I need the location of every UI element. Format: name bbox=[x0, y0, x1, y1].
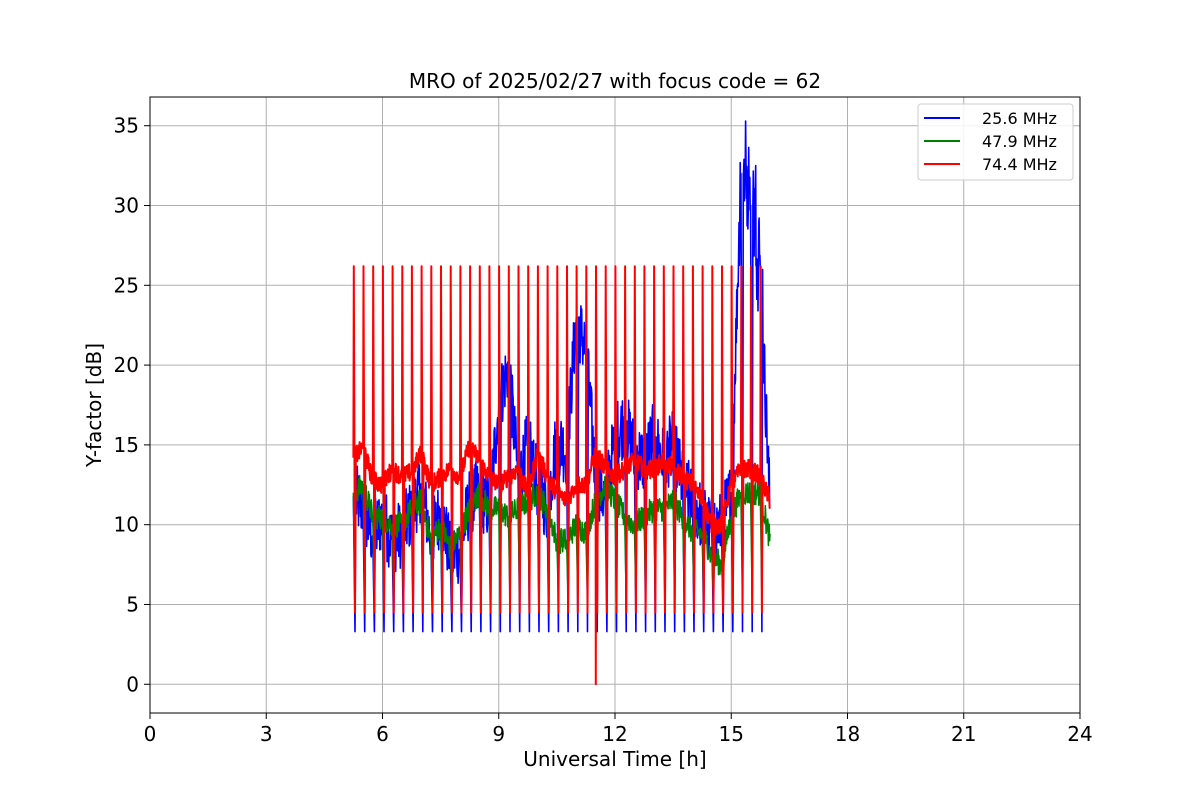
x-tick-label: 21 bbox=[951, 722, 976, 746]
chart-title: MRO of 2025/02/27 with focus code = 62 bbox=[409, 69, 821, 93]
x-tick-label: 12 bbox=[602, 722, 627, 746]
x-tick-label: 9 bbox=[492, 722, 505, 746]
legend-label: 47.9 MHz bbox=[982, 132, 1057, 151]
y-tick-label: 35 bbox=[114, 114, 139, 138]
y-tick-label: 25 bbox=[114, 273, 139, 297]
x-axis-title: Universal Time [h] bbox=[523, 747, 706, 771]
series-line-2 bbox=[352, 265, 771, 686]
legend-box bbox=[917, 103, 1074, 181]
y-axis-title: Y-factor [dB] bbox=[82, 343, 106, 468]
legend-label: 74.4 MHz bbox=[982, 155, 1057, 174]
x-tick-label: 24 bbox=[1067, 722, 1092, 746]
y-tick-label: 15 bbox=[114, 433, 139, 457]
y-tick-label: 20 bbox=[114, 353, 139, 377]
y-tick-label: 0 bbox=[126, 672, 139, 696]
x-tick-label: 15 bbox=[719, 722, 744, 746]
x-tick-label: 18 bbox=[835, 722, 860, 746]
y-tick-label: 5 bbox=[126, 592, 139, 616]
x-tick-label: 0 bbox=[144, 722, 157, 746]
y-tick-label: 10 bbox=[114, 513, 139, 537]
series-layer bbox=[352, 120, 771, 686]
x-tick-label: 6 bbox=[376, 722, 389, 746]
x-tick-label: 3 bbox=[260, 722, 273, 746]
y-tick-label: 30 bbox=[114, 194, 139, 218]
legend: 25.6 MHz 47.9 MHz 74.4 MHz bbox=[917, 103, 1074, 181]
ticks: 0 3 6 9 12 15 18 21 24 0 5 10 15 20 25 30 35 bbox=[114, 114, 1093, 746]
legend-label: 25.6 MHz bbox=[982, 109, 1057, 128]
